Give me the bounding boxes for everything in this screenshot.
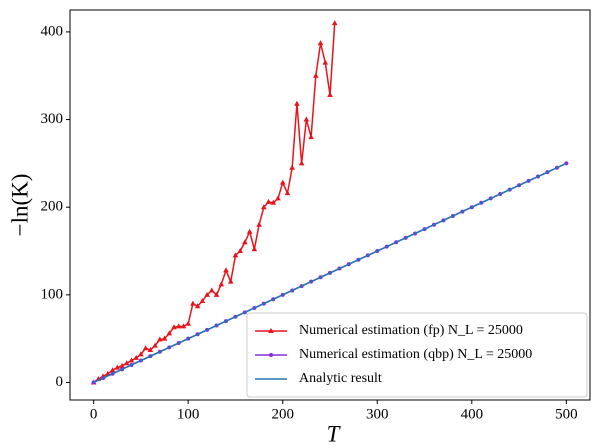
marker bbox=[119, 362, 125, 368]
marker bbox=[128, 357, 135, 363]
marker bbox=[261, 204, 267, 210]
y-tick-label: 0 bbox=[56, 374, 64, 390]
marker bbox=[289, 164, 295, 170]
x-tick-label: 400 bbox=[461, 406, 484, 422]
y-tick-label: 200 bbox=[41, 199, 64, 215]
x-tick-label: 500 bbox=[555, 406, 578, 422]
marker bbox=[147, 347, 154, 353]
y-tick-label: 300 bbox=[41, 111, 64, 127]
marker bbox=[109, 367, 116, 373]
marker bbox=[265, 198, 272, 204]
y-tick-label: 100 bbox=[41, 286, 64, 302]
x-tick-label: 200 bbox=[271, 406, 294, 422]
marker bbox=[303, 116, 310, 122]
marker bbox=[213, 291, 220, 297]
marker bbox=[194, 303, 201, 309]
marker bbox=[232, 252, 239, 258]
marker bbox=[142, 345, 149, 351]
marker bbox=[308, 134, 314, 140]
marker bbox=[331, 20, 338, 26]
marker bbox=[268, 328, 274, 333]
marker bbox=[199, 297, 206, 303]
y-tick-label: 400 bbox=[41, 23, 64, 39]
marker bbox=[133, 354, 139, 360]
marker bbox=[313, 72, 319, 78]
marker bbox=[237, 248, 243, 254]
marker bbox=[317, 40, 324, 46]
marker bbox=[322, 59, 329, 65]
marker bbox=[175, 323, 182, 329]
marker bbox=[251, 246, 258, 252]
marker bbox=[298, 160, 305, 166]
marker bbox=[227, 278, 234, 284]
plot-frame bbox=[69, 9, 591, 401]
marker bbox=[138, 351, 144, 357]
marker bbox=[157, 336, 163, 342]
marker bbox=[123, 360, 130, 366]
marker bbox=[275, 195, 281, 201]
legend-label: Analytic result bbox=[299, 371, 382, 386]
marker bbox=[246, 228, 253, 234]
marker bbox=[294, 100, 300, 106]
marker bbox=[270, 199, 277, 205]
marker bbox=[284, 190, 291, 196]
x-tick-label: 100 bbox=[177, 406, 200, 422]
marker bbox=[185, 320, 191, 326]
series-line bbox=[93, 162, 567, 384]
marker bbox=[269, 353, 273, 357]
marker bbox=[161, 335, 168, 341]
marker bbox=[114, 364, 121, 370]
marker bbox=[209, 287, 215, 293]
marker bbox=[166, 330, 173, 336]
y-axis-label: −ln(K) bbox=[7, 174, 32, 237]
marker bbox=[171, 324, 177, 330]
marker bbox=[256, 221, 262, 227]
legend-label: Numerical estimation (qbp) N_L = 25000 bbox=[299, 347, 532, 362]
marker bbox=[223, 267, 229, 273]
x-axis-label: T bbox=[327, 421, 342, 446]
x-tick-label: 300 bbox=[366, 406, 389, 422]
marker bbox=[218, 281, 225, 287]
legend-label: Numerical estimation (fp) N_L = 25000 bbox=[299, 323, 523, 338]
marker bbox=[279, 179, 286, 185]
marker bbox=[204, 291, 210, 297]
marker bbox=[327, 92, 333, 98]
x-tick-label: 0 bbox=[90, 406, 98, 422]
marker bbox=[152, 342, 158, 348]
legend-box bbox=[246, 312, 588, 398]
marker bbox=[180, 323, 187, 329]
marker bbox=[190, 300, 196, 306]
marker bbox=[242, 239, 248, 245]
